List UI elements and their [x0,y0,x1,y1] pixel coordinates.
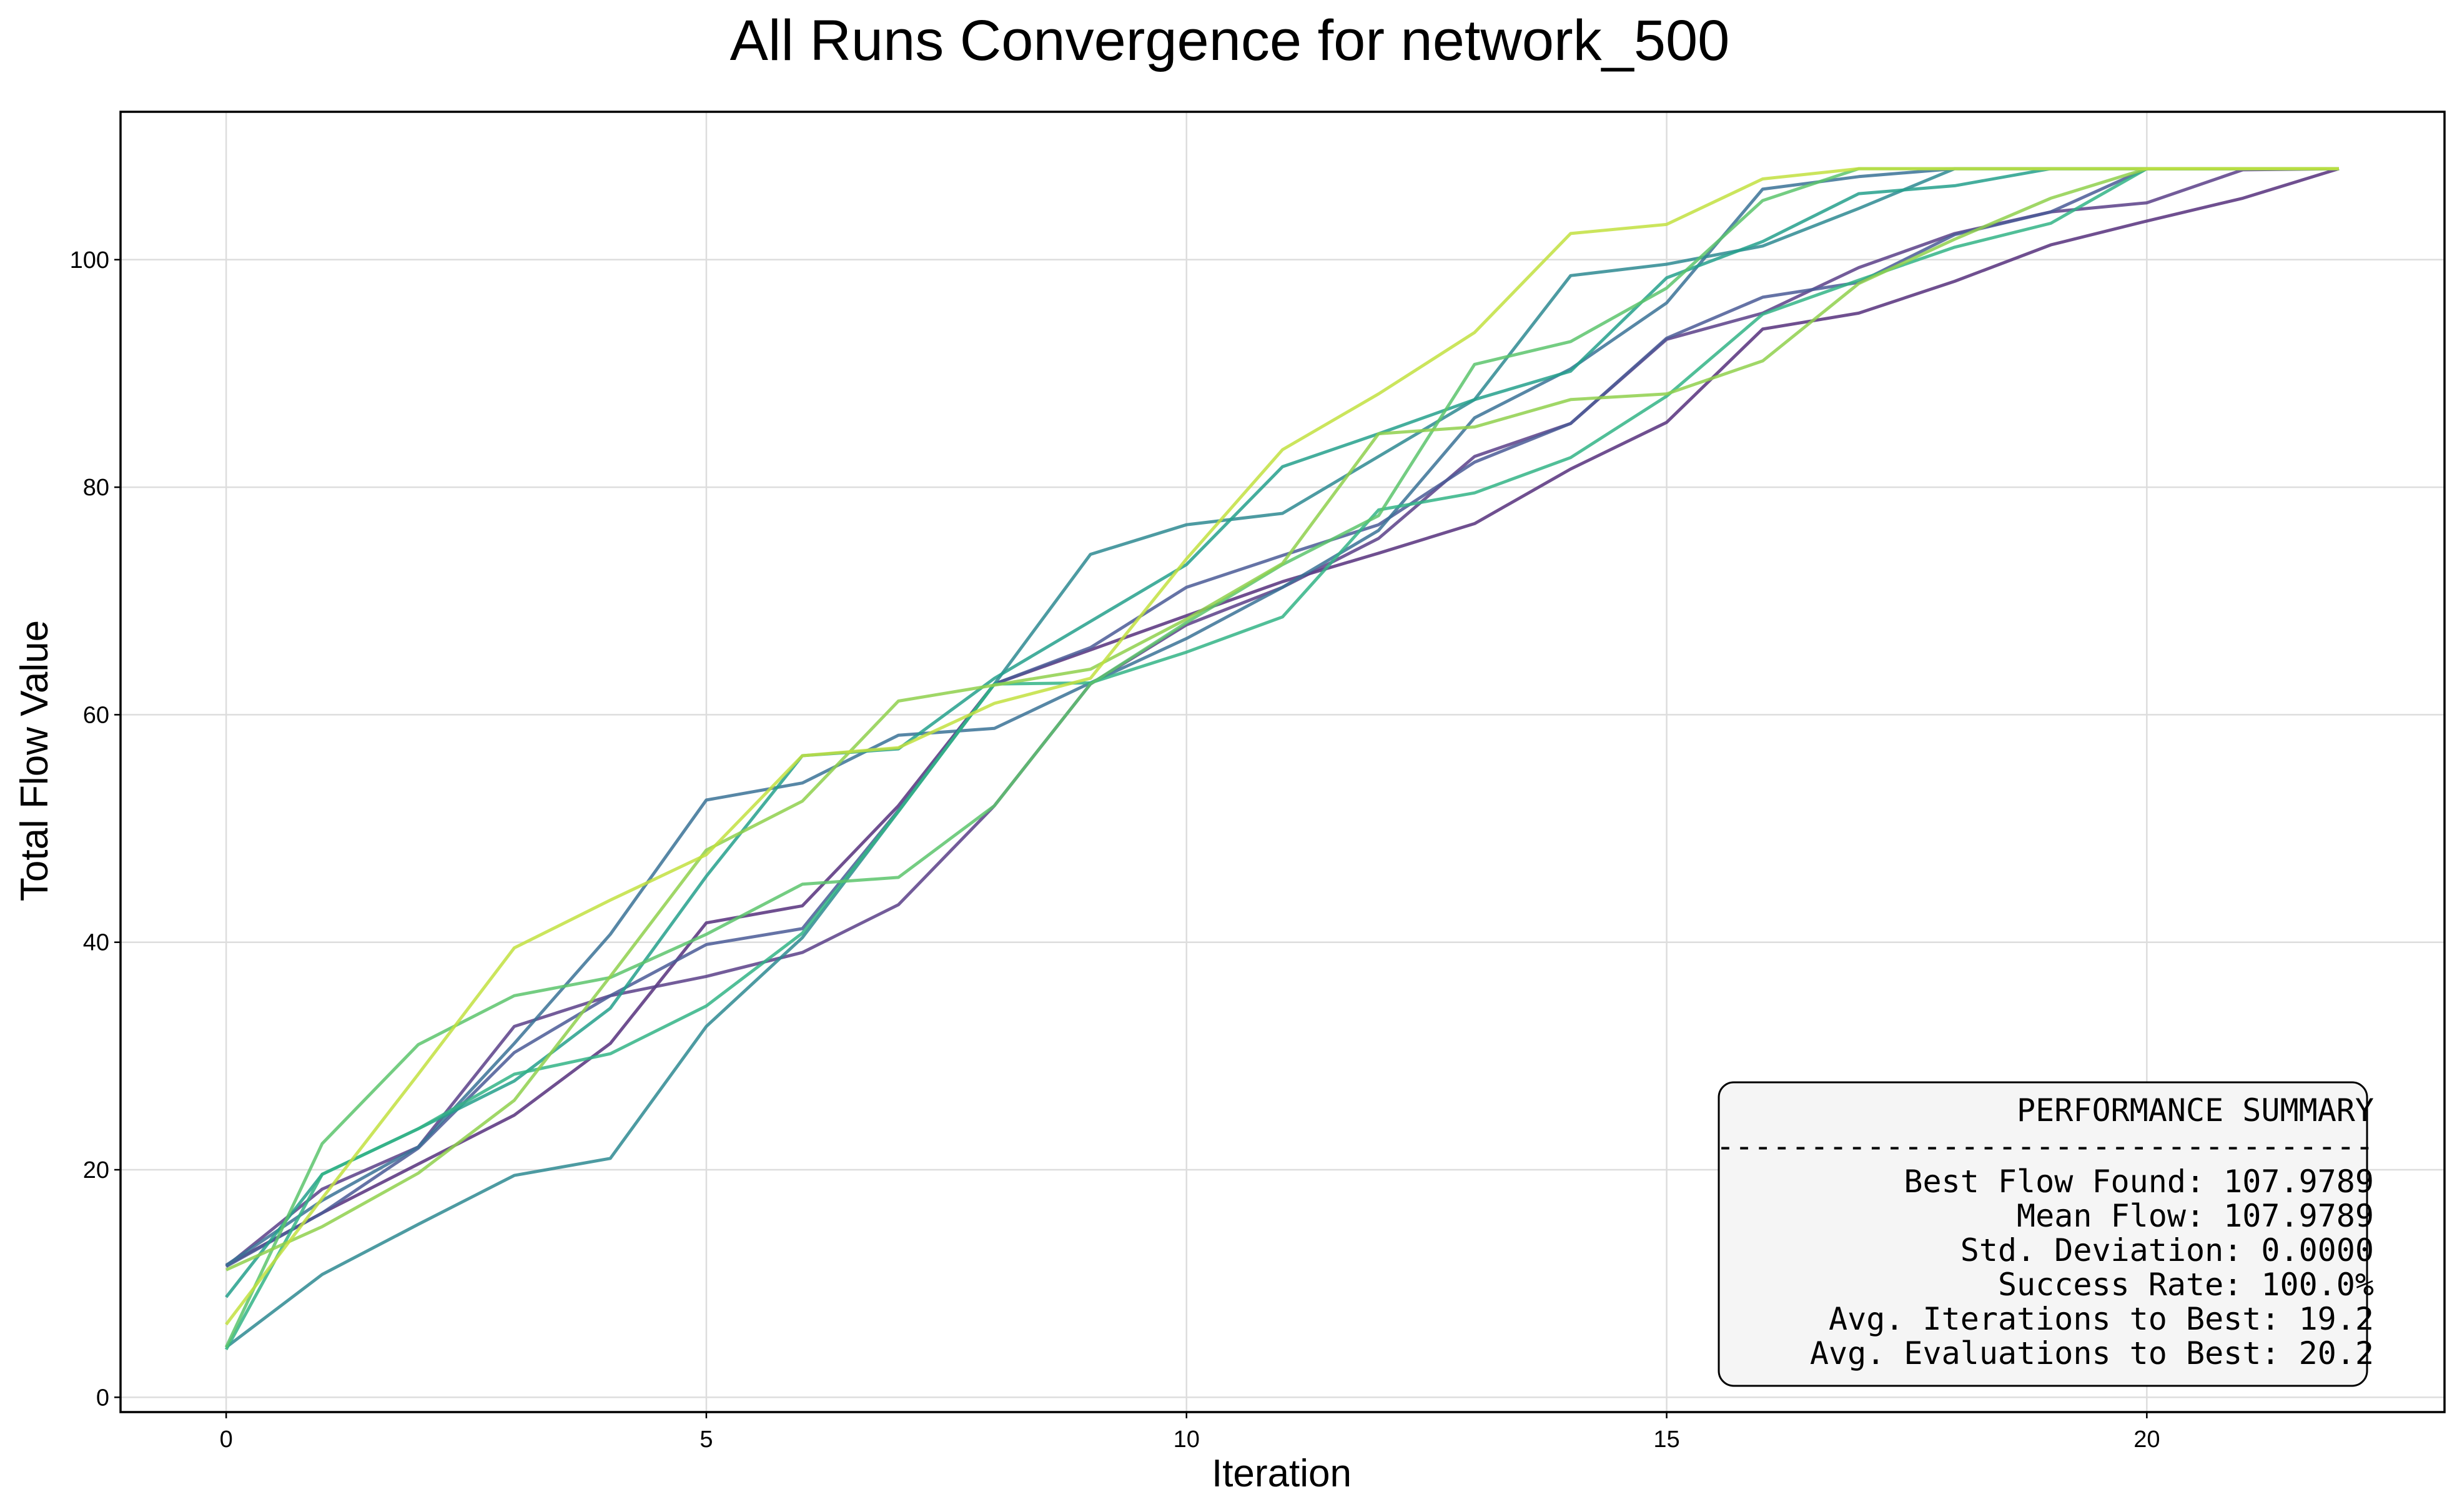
summary-success-rate: Success Rate: 100.0% [1998,1267,2374,1303]
tick-layer: 0 5 10 15 20 0 20 40 60 80 100 [70,247,2160,1453]
y-tick-label: 20 [83,1157,109,1183]
series-line-run-10 [225,167,2339,1326]
x-tick-label: 10 [1174,1426,1200,1453]
summary-avg-evaluations: Avg. Evaluations to Best: 20.2 [1810,1335,2374,1371]
x-tick-label: 5 [700,1426,713,1453]
summary-title: PERFORMANCE SUMMARY [2017,1092,2374,1129]
x-tick-label: 20 [2133,1426,2160,1453]
summary-best-flow: Best Flow Found: 107.9789 [1904,1164,2374,1200]
y-tick-label: 0 [96,1385,109,1411]
performance-summary-box: PERFORMANCE SUMMARY --------------------… [1716,1081,2374,1387]
summary-divider: ----------------------------------- [1716,1128,2374,1164]
plot-area-frame [119,111,2446,1413]
x-tick-label: 15 [1653,1426,1679,1453]
y-axis-label: Total Flow Value [13,620,56,901]
y-tick-label: 60 [83,702,109,728]
x-axis-label: Iteration [1212,1452,1352,1495]
y-tick-label: 80 [83,475,109,501]
summary-mean-flow: Mean Flow: 107.9789 [2017,1198,2374,1234]
chart-title: All Runs Convergence for network_500 [730,9,1730,72]
summary-box-background [1718,1081,2368,1387]
series-line-run-6 [225,167,2339,1298]
summary-avg-iterations: Avg. Iterations to Best: 19.2 [1829,1301,2374,1337]
x-tick-label: 0 [220,1426,233,1453]
y-tick-label: 40 [83,930,109,956]
series-line-run-1 [225,167,2340,1267]
series-line-run-9 [225,167,2339,1272]
series-line-run-7 [224,167,2339,1351]
summary-std-deviation: Std. Deviation: 0.0000 [1960,1232,2374,1268]
y-tick-label: 100 [70,247,109,274]
series-layer [224,167,2340,1351]
